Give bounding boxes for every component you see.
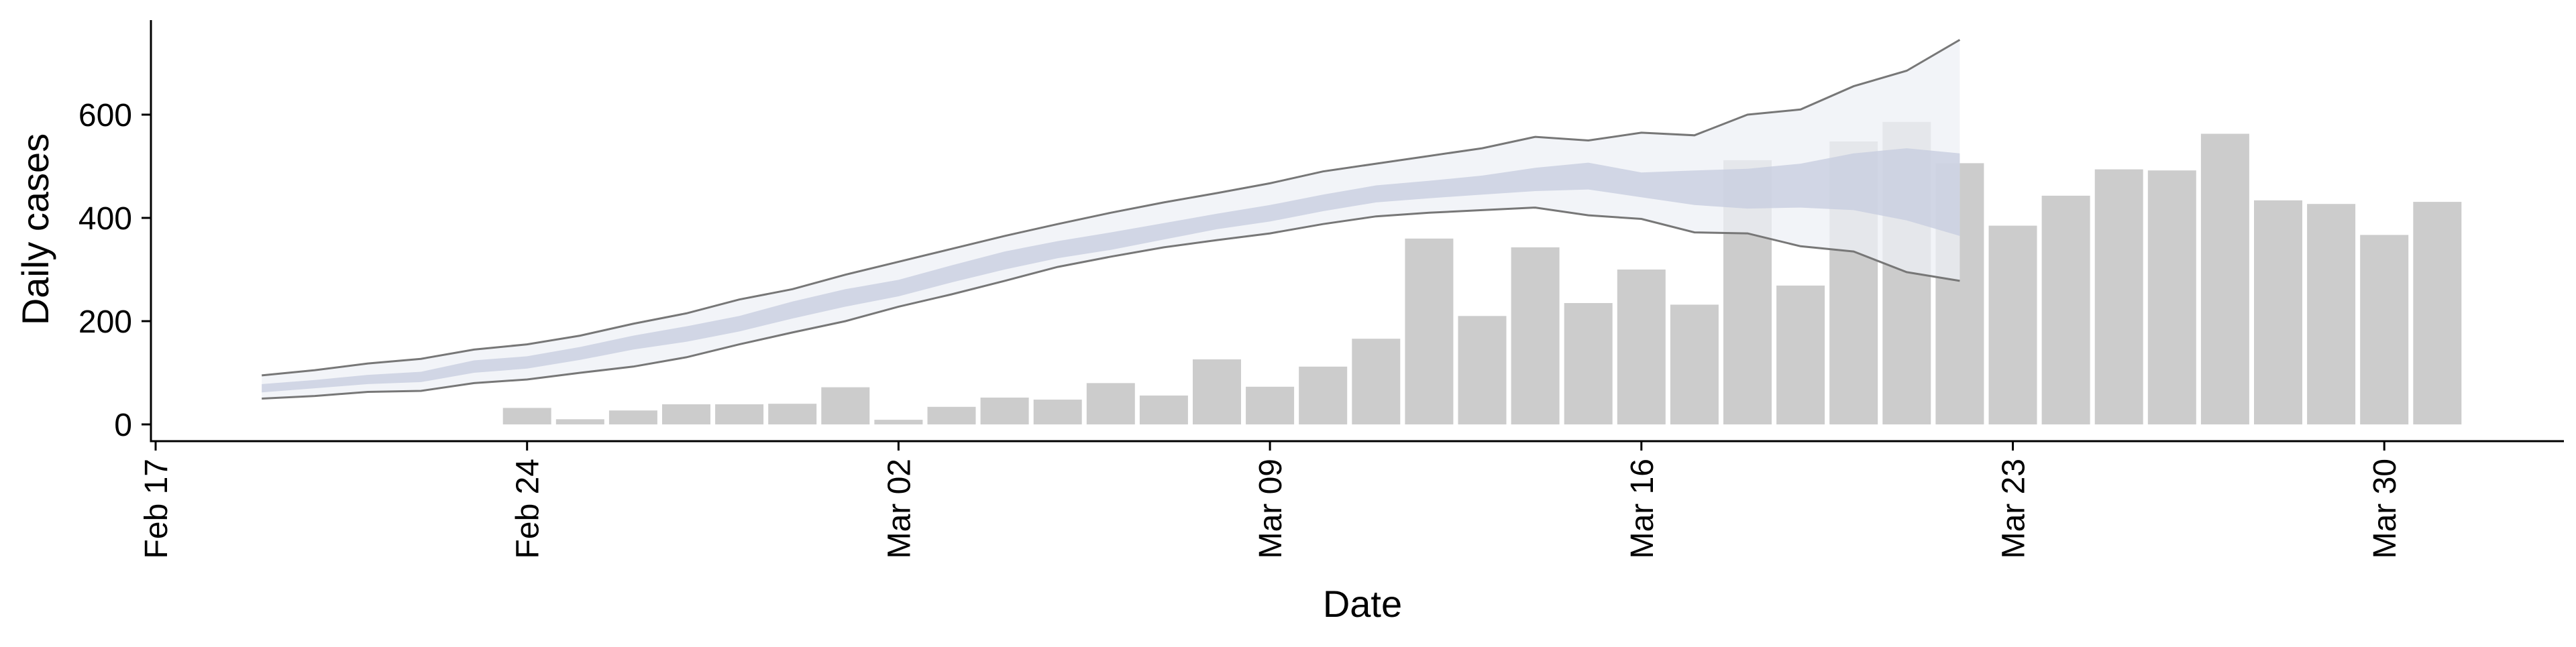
bar-2020-03-24 [2041,195,2090,424]
lower-bound-line [262,207,1960,400]
bar-2020-03-15 [1564,303,1613,424]
bar-2020-03-17 [1670,304,1719,424]
bar-2020-03-14 [1511,247,1560,424]
y-tick-label: 600 [78,98,132,133]
x-tick-label: Mar 09 [1253,459,1289,558]
bar-2020-03-31 [2413,202,2462,424]
x-tick-label: Mar 02 [881,459,917,558]
bar-2020-02-27 [662,404,710,424]
bar-2020-03-08 [1193,359,1241,424]
bar-2020-03-30 [2360,235,2409,424]
y-tick-label: 400 [78,201,132,237]
bar-2020-03-07 [1139,395,1188,424]
bar-2020-03-19 [1776,285,1825,424]
bar-2020-03-04 [980,398,1029,424]
bar-2020-03-11 [1352,339,1401,424]
x-tick-label: Mar 30 [2367,459,2403,558]
bar-2020-03-25 [2094,169,2143,424]
bar-2020-03-03 [927,406,976,424]
bar-2020-02-29 [768,404,817,424]
bar-2020-02-24 [502,408,551,424]
axes-layer: 0 200 400 600 Feb 17 Feb 24 Mar 02 Mar 09 Mar 16… [78,20,2564,558]
y-tick-label: 200 [78,304,132,340]
bar-2020-02-25 [555,419,604,424]
bar-2020-03-05 [1033,400,1082,424]
bar-2020-02-26 [608,410,657,424]
x-tick-label: Mar 16 [1625,459,1660,558]
bar-2020-03-06 [1086,383,1135,424]
bar-2020-03-02 [874,420,923,424]
bar-2020-03-01 [821,387,870,424]
upper-bound-line [262,39,1961,377]
y-axis-title: Daily cases [14,133,56,325]
x-tick-label: Feb 17 [139,459,174,558]
bar-2020-02-28 [715,404,764,424]
bar-2020-03-23 [1988,225,2037,424]
x-axis-title: Date [1323,583,1402,625]
bar-2020-03-29 [2307,204,2356,424]
y-tick-label: 0 [114,408,132,443]
bands-layer [262,39,1961,400]
bar-2020-03-28 [2254,200,2302,424]
bar-2020-03-16 [1617,270,1666,424]
outer-interval-band [262,40,1960,399]
bar-2020-03-10 [1299,366,1348,424]
bar-2020-03-13 [1458,316,1507,424]
bar-2020-03-26 [2147,170,2196,424]
x-tick-label: Feb 24 [511,459,546,558]
inner-interval-band [262,148,1960,393]
bar-2020-03-09 [1246,386,1295,424]
x-tick-label: Mar 23 [1996,459,2032,558]
bar-2020-03-27 [2200,133,2249,424]
bar-2020-03-12 [1405,238,1454,424]
